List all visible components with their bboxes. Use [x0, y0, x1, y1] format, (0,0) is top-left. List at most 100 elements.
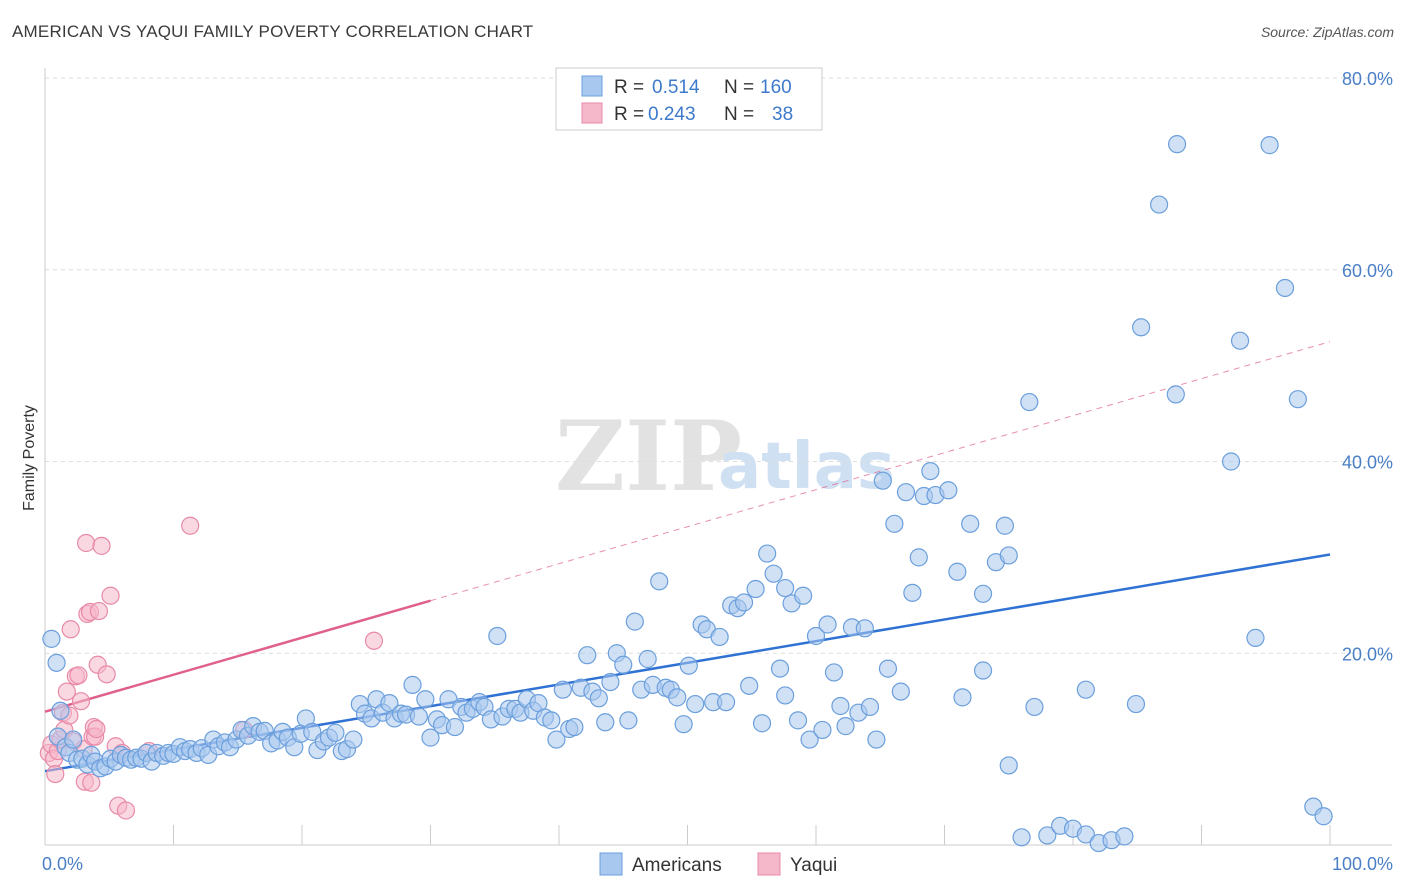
american-point — [596, 713, 615, 732]
yaqui-point — [116, 801, 136, 820]
yaqui-point — [97, 665, 116, 684]
american-point — [1260, 136, 1279, 155]
american-point — [547, 730, 566, 749]
american-point — [674, 715, 693, 734]
american-point — [891, 682, 910, 701]
american-point — [553, 680, 572, 699]
yaqui-points — [39, 516, 384, 820]
legend-swatch-americans — [599, 852, 623, 876]
watermark-atlas: atlas — [718, 430, 895, 504]
american-point — [1246, 628, 1265, 648]
american-point — [650, 572, 669, 591]
american-point — [1166, 385, 1185, 404]
yaqui-point — [61, 620, 80, 639]
american-point — [948, 562, 967, 581]
american-point — [764, 564, 783, 583]
y-tick-label: 60.0% — [1342, 261, 1393, 281]
american-point — [788, 711, 808, 730]
y-tick-label: 20.0% — [1342, 644, 1393, 664]
yaqui-point — [69, 666, 88, 685]
yaqui-trend-extension — [430, 341, 1331, 602]
american-point — [752, 714, 772, 733]
american-point — [42, 629, 61, 648]
american-point — [867, 730, 886, 749]
american-point — [896, 483, 916, 502]
american-point — [770, 659, 790, 678]
american-point — [601, 672, 620, 692]
american-point — [716, 693, 736, 712]
american-points — [42, 135, 1333, 853]
american-point — [794, 586, 813, 605]
american-point — [589, 689, 608, 708]
yaqui-point — [181, 516, 200, 535]
american-point — [565, 717, 584, 737]
axes — [44, 68, 1392, 846]
legend-n-label: N = — [724, 104, 754, 125]
american-point — [344, 730, 363, 749]
american-point — [776, 578, 795, 598]
chart-title: AMERICAN VS YAQUI FAMILY POVERTY CORRELA… — [12, 22, 534, 41]
x-tick-label: 100.0% — [1332, 854, 1393, 874]
american-point — [542, 711, 561, 730]
american-point — [873, 471, 892, 490]
american-point — [818, 615, 837, 634]
american-point — [1221, 452, 1241, 471]
american-point — [734, 593, 754, 612]
yaqui-point — [364, 631, 384, 650]
american-point — [953, 688, 972, 707]
yaqui-point — [82, 773, 101, 792]
y-axis-label: Family Poverty — [21, 405, 38, 511]
american-point — [758, 544, 777, 563]
american-point — [578, 646, 597, 665]
y-tick-label: 80.0% — [1342, 69, 1393, 89]
legend-n-label: N = — [724, 77, 754, 98]
x-tick-label: 0.0% — [42, 854, 83, 874]
american-point — [1132, 318, 1151, 337]
legend-swatch-americans — [581, 75, 603, 97]
american-point — [403, 675, 422, 694]
american-point — [421, 728, 440, 747]
american-point — [836, 717, 855, 736]
american-point — [740, 676, 759, 695]
american-point — [1012, 828, 1031, 847]
american-point — [710, 627, 729, 647]
american-point — [855, 619, 874, 638]
yaqui-point — [77, 533, 96, 553]
american-point — [824, 663, 844, 682]
american-point — [1076, 825, 1095, 844]
y-tick-label: 40.0% — [1342, 453, 1393, 473]
american-point — [47, 653, 66, 672]
american-point — [939, 481, 958, 500]
series-legend: Americans Yaqui — [599, 852, 837, 876]
watermark-zip: ZIP — [555, 400, 742, 513]
yaqui-point — [46, 764, 65, 784]
yaqui-trend-line — [44, 599, 431, 713]
american-point — [999, 546, 1018, 565]
american-point — [1149, 195, 1169, 214]
american-point — [746, 579, 765, 599]
american-point — [638, 649, 657, 669]
legend-swatch-yaqui — [757, 852, 781, 876]
american-point — [885, 514, 904, 533]
american-point — [806, 626, 826, 646]
american-point — [1230, 331, 1250, 350]
legend-swatch-yaqui — [581, 102, 603, 124]
american-point — [679, 656, 698, 675]
gridlines — [45, 77, 1392, 654]
american-point — [488, 626, 507, 646]
american-point — [961, 514, 980, 533]
yaqui-point — [57, 682, 76, 701]
american-point — [51, 701, 70, 720]
american-point — [1115, 827, 1134, 846]
legend-r-value: 0.243 — [648, 104, 696, 125]
american-point — [973, 661, 993, 680]
american-point — [831, 696, 850, 716]
legend-r-label: R = — [614, 77, 644, 98]
american-point — [921, 461, 940, 481]
american-point — [973, 584, 993, 603]
yaqui-point — [71, 692, 91, 711]
american-point — [995, 516, 1014, 535]
yaqui-point — [101, 586, 120, 605]
legend-r-value: 0.514 — [652, 77, 700, 98]
american-point — [1020, 392, 1039, 412]
